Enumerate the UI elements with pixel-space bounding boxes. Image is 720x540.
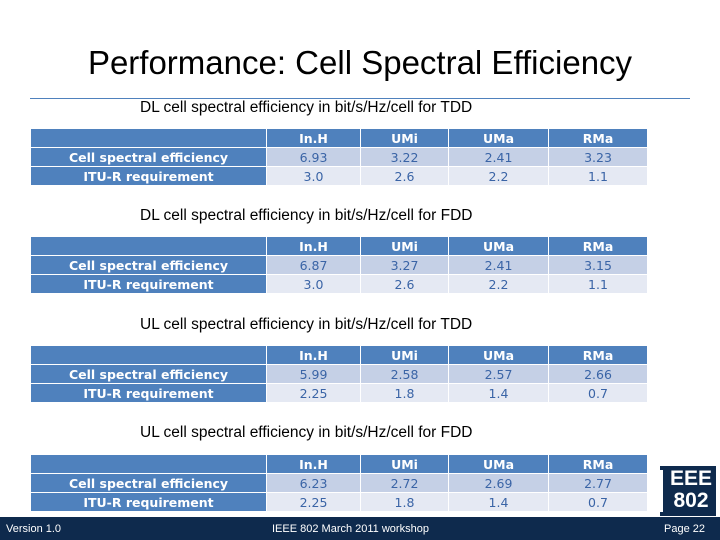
table-dl-fdd: In.H UMi UMa RMa Cell spectral efficienc… <box>30 236 648 294</box>
table-caption-dl-tdd: DL cell spectral efficiency in bit/s/Hz/… <box>140 99 473 116</box>
logo-line-2: 802 <box>673 489 709 512</box>
footer-page-number: Page 22 <box>664 523 705 535</box>
table-caption-dl-fdd: DL cell spectral efficiency in bit/s/Hz/… <box>140 207 473 224</box>
table-cell: 2.58 <box>360 364 449 384</box>
table-cell: 6.23 <box>266 473 361 493</box>
table-cell: 3.0 <box>266 274 361 294</box>
footer-version: Version 1.0 <box>6 523 62 535</box>
table-cell: 3.23 <box>548 147 648 167</box>
logo-line-1: EEE <box>669 467 713 490</box>
table-cell: 3.15 <box>548 255 648 275</box>
table-cell: 2.25 <box>266 492 361 512</box>
header-cell-uma: UMa <box>448 345 549 365</box>
header-cell-uma: UMa <box>448 128 549 148</box>
table-cell: 2.66 <box>548 364 648 384</box>
table-row: Cell spectral efficiency 6.93 3.22 2.41 … <box>30 147 648 167</box>
table-row: Cell spectral efficiency 6.87 3.27 2.41 … <box>30 255 648 275</box>
table-cell: 2.77 <box>548 473 648 493</box>
table-cell: 3.27 <box>360 255 449 275</box>
header-cell-empty <box>30 128 267 148</box>
table-row: ITU-R requirement 2.25 1.8 1.4 0.7 <box>30 492 648 512</box>
table-cell: 1.8 <box>360 383 449 403</box>
table-row: Cell spectral efficiency 6.23 2.72 2.69 … <box>30 473 648 493</box>
header-cell-rma: RMa <box>548 345 648 365</box>
table-ul-tdd: In.H UMi UMa RMa Cell spectral efficienc… <box>30 345 648 403</box>
table-header-row: In.H UMi UMa RMa <box>30 236 648 256</box>
table-dl-tdd: In.H UMi UMa RMa Cell spectral efficienc… <box>30 128 648 186</box>
table-header-row: In.H UMi UMa RMa <box>30 128 648 148</box>
table-cell: 2.41 <box>448 255 549 275</box>
table-row: Cell spectral efficiency 5.99 2.58 2.57 … <box>30 364 648 384</box>
table-row: ITU-R requirement 2.25 1.8 1.4 0.7 <box>30 383 648 403</box>
header-cell-uma: UMa <box>448 454 549 474</box>
table-cell: 2.57 <box>448 364 549 384</box>
table-cell: 3.0 <box>266 166 361 186</box>
table-cell: 2.41 <box>448 147 549 167</box>
header-cell-inh: In.H <box>266 345 361 365</box>
table-caption-ul-fdd: UL cell spectral efficiency in bit/s/Hz/… <box>140 424 473 441</box>
table-cell: 0.7 <box>548 492 648 512</box>
table-header-row: In.H UMi UMa RMa <box>30 454 648 474</box>
header-cell-empty <box>30 454 267 474</box>
header-cell-empty <box>30 236 267 256</box>
table-cell: 6.87 <box>266 255 361 275</box>
table-cell: 1.4 <box>448 383 549 403</box>
table-cell: 2.72 <box>360 473 449 493</box>
table-header-row: In.H UMi UMa RMa <box>30 345 648 365</box>
table-cell: 2.2 <box>448 274 549 294</box>
row-label: ITU-R requirement <box>30 383 267 403</box>
table-cell: 2.69 <box>448 473 549 493</box>
slide-title: Performance: Cell Spectral Efficiency <box>87 44 633 81</box>
logo-bar <box>660 470 663 512</box>
header-cell-rma: RMa <box>548 128 648 148</box>
table-row: ITU-R requirement 3.0 2.6 2.2 1.1 <box>30 274 648 294</box>
table-cell: 2.2 <box>448 166 549 186</box>
table-caption-ul-tdd: UL cell spectral efficiency in bit/s/Hz/… <box>140 316 473 333</box>
header-cell-inh: In.H <box>266 128 361 148</box>
table-cell: 6.93 <box>266 147 361 167</box>
header-cell-uma: UMa <box>448 236 549 256</box>
table-cell: 2.6 <box>360 274 449 294</box>
row-label: ITU-R requirement <box>30 166 267 186</box>
footer-event: IEEE 802 March 2011 workshop <box>272 523 429 535</box>
table-cell: 5.99 <box>266 364 361 384</box>
row-label: Cell spectral efficiency <box>30 473 267 493</box>
row-label: ITU-R requirement <box>30 274 267 294</box>
table-cell: 1.8 <box>360 492 449 512</box>
table-cell: 2.25 <box>266 383 361 403</box>
table-ul-fdd: In.H UMi UMa RMa Cell spectral efficienc… <box>30 454 648 512</box>
table-cell: 2.6 <box>360 166 449 186</box>
row-label: Cell spectral efficiency <box>30 364 267 384</box>
header-cell-rma: RMa <box>548 454 648 474</box>
ieee-802-logo: EEE 802 <box>660 466 716 516</box>
row-label: ITU-R requirement <box>30 492 267 512</box>
table-row: ITU-R requirement 3.0 2.6 2.2 1.1 <box>30 166 648 186</box>
table-cell: 1.1 <box>548 274 648 294</box>
table-cell: 1.4 <box>448 492 549 512</box>
header-cell-umi: UMi <box>360 345 449 365</box>
row-label: Cell spectral efficiency <box>30 147 267 167</box>
footer-bar: Version 1.0 IEEE 802 March 2011 workshop… <box>0 517 720 540</box>
title-divider <box>30 98 690 99</box>
header-cell-rma: RMa <box>548 236 648 256</box>
header-cell-umi: UMi <box>360 128 449 148</box>
header-cell-umi: UMi <box>360 454 449 474</box>
header-cell-empty <box>30 345 267 365</box>
table-cell: 0.7 <box>548 383 648 403</box>
table-cell: 1.1 <box>548 166 648 186</box>
table-cell: 3.22 <box>360 147 449 167</box>
header-cell-inh: In.H <box>266 454 361 474</box>
header-cell-inh: In.H <box>266 236 361 256</box>
row-label: Cell spectral efficiency <box>30 255 267 275</box>
header-cell-umi: UMi <box>360 236 449 256</box>
